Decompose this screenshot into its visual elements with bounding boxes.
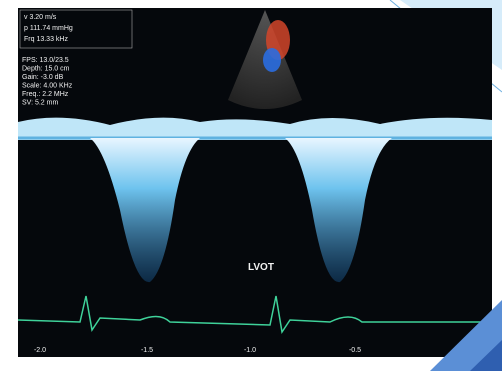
readout-line: Frq 13.33 kHz: [24, 36, 68, 43]
setting-line: FPS: 13.0/23.5: [22, 57, 69, 64]
time-label: -1.5: [141, 347, 153, 354]
setting-line: SV: 5.2 mm: [22, 100, 58, 107]
time-label: -0.5: [349, 347, 361, 354]
readout-line: p 111.74 mmHg: [24, 25, 73, 32]
time-label: -2.0: [34, 347, 46, 354]
color-doppler: [263, 48, 281, 72]
readout-line: v 3.20 m/s: [24, 14, 57, 21]
setting-line: Freq.: 2.2 MHz: [22, 91, 69, 98]
setting-line: Gain: -3.0 dB: [22, 74, 64, 81]
screen: v 3.20 m/s p 111.74 mmHg Frq 13.33 kHz FPS:…: [0, 0, 502, 371]
setting-line: Scale: 4.00 KHz: [22, 83, 73, 90]
time-label: -1.0: [244, 347, 256, 354]
region-label: LVOT: [248, 262, 274, 273]
setting-line: Depth: 15.0 cm: [22, 66, 70, 73]
